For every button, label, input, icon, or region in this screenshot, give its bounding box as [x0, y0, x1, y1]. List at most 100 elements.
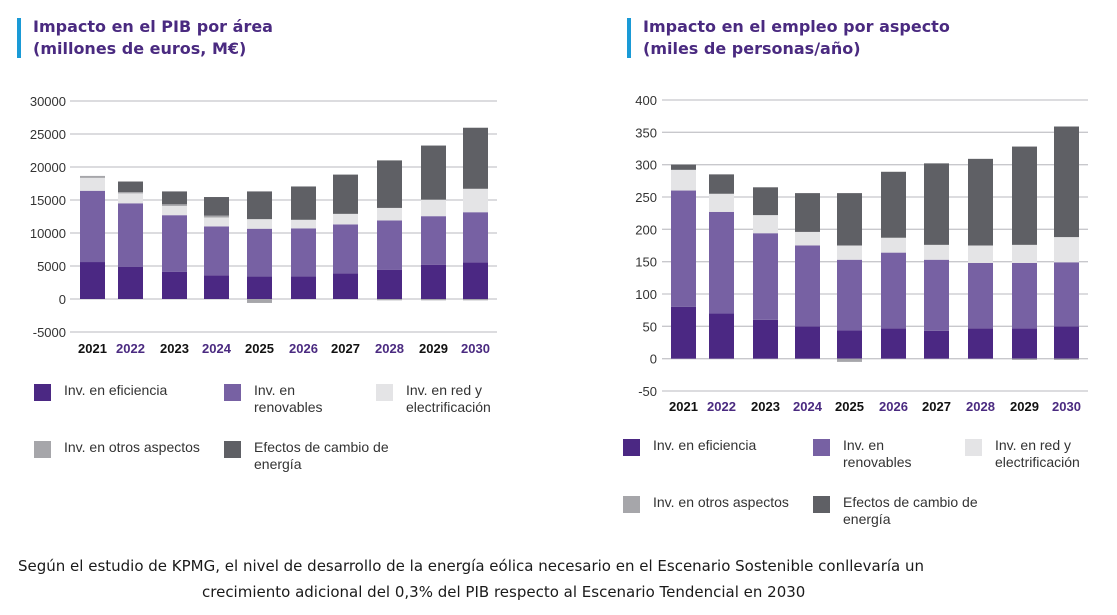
pib-bar-group-2028 [377, 160, 402, 301]
pib-bar-red-2028 [377, 207, 402, 221]
empleo-bar-group-2023 [753, 187, 778, 359]
pib-bar-otros-2021 [80, 175, 105, 178]
empleo-x-tick-label: 2024 [793, 399, 823, 414]
empleo-x-tick-label: 2023 [751, 399, 780, 414]
pib-bar-renovables-2030 [463, 212, 488, 263]
footer-caption-line2: crecimiento adicional del 0,3% del PIB r… [202, 583, 806, 601]
pib-x-tick-label: 2026 [289, 341, 318, 356]
empleo-y-tick-label: 0 [650, 352, 657, 367]
pib-x-tick-label: 2022 [116, 341, 145, 356]
empleo-bar-red-2027 [924, 244, 949, 260]
pib-bar-red-2022 [118, 193, 143, 204]
empleo-bar-renovables-2030 [1054, 262, 1079, 327]
empleo-bar-renovables-2023 [753, 233, 778, 320]
pib-bar-renovables-2027 [333, 224, 358, 274]
pib-y-tick-label: 30000 [30, 94, 66, 109]
empleo-legend-label-eficiencia: Inv. en eficiencia [653, 437, 757, 453]
pib-bar-eficiencia-2027 [333, 273, 358, 299]
pib-legend-label-renovables: Inv. en renovables [254, 382, 323, 415]
empleo-bar-red-2024 [795, 231, 820, 246]
pib-legend-label-efectos: Efectos de cambio de energía [254, 439, 389, 472]
pib-y-tick-label: 5000 [37, 259, 66, 274]
pib-bar-efectos-2023 [162, 191, 187, 205]
pib-bar-eficiencia-2028 [377, 269, 402, 299]
pib-bar-efectos-2030 [463, 127, 488, 189]
empleo-bar-efectos-2028 [968, 158, 993, 246]
empleo-bar-group-2024 [795, 193, 820, 359]
pib-bar-renovables-2026 [291, 228, 316, 277]
empleo-bar-efectos-2024 [795, 193, 820, 232]
empleo-bar-eficiencia-2024 [795, 326, 820, 359]
empleo-bar-red-2029 [1012, 244, 1037, 263]
pib-bar-efectos-2026 [291, 186, 316, 220]
empleo-title-accent-bar [627, 18, 631, 58]
empleo-bar-red-2022 [709, 193, 734, 212]
pib-bar-renovables-2021 [80, 190, 105, 263]
pib-chart-title-line1: Impacto en el PIB por área [33, 17, 273, 36]
empleo-bar-renovables-2027 [924, 259, 949, 331]
empleo-y-tick-label: -50 [638, 384, 657, 399]
pib-bar-group-2024 [204, 197, 229, 299]
pib-bar-red-2030 [463, 188, 488, 213]
empleo-y-tick-label: 250 [635, 190, 657, 205]
empleo-bar-eficiencia-2029 [1012, 328, 1037, 359]
empleo-bar-efectos-2022 [709, 174, 734, 194]
pib-bar-otros-2029 [421, 299, 446, 301]
empleo-bar-group-2026 [881, 171, 906, 359]
empleo-legend-swatch-eficiencia [623, 439, 640, 456]
pib-bar-red-2023 [162, 205, 187, 216]
pib-bar-group-2022 [118, 181, 143, 299]
empleo-bar-renovables-2028 [968, 262, 993, 329]
empleo-bar-renovables-2021 [671, 190, 696, 307]
pib-bar-group-2027 [333, 174, 358, 299]
empleo-y-tick-label: 100 [635, 287, 657, 302]
empleo-bar-eficiencia-2028 [968, 328, 993, 359]
empleo-bar-efectos-2026 [881, 171, 906, 238]
pib-bar-group-2025 [247, 191, 272, 303]
empleo-bar-efectos-2029 [1012, 146, 1037, 245]
pib-y-axis: -5000 0 5000 10000 15000 20000 25000 30000 [30, 94, 66, 340]
empleo-bar-eficiencia-2021 [671, 306, 696, 359]
pib-bar-eficiencia-2029 [421, 264, 446, 299]
empleo-legend-label-renovables: Inv. en renovables [843, 437, 912, 470]
empleo-x-tick-label: 2028 [966, 399, 995, 414]
pib-bar-efectos-2024 [204, 197, 229, 216]
pib-chart-title: Impacto en el PIB por área (millones de … [33, 16, 273, 60]
empleo-x-tick-label: 2030 [1052, 399, 1081, 414]
pib-legend-label-eficiencia: Inv. en eficiencia [64, 382, 168, 398]
pib-bar-otros-2028 [377, 299, 402, 301]
empleo-bars [671, 126, 1079, 362]
empleo-bar-otros-2029 [1012, 358, 1037, 360]
pib-bar-red-2027 [333, 213, 358, 225]
empleo-bar-renovables-2022 [709, 211, 734, 314]
pib-x-tick-label: 2028 [375, 341, 404, 356]
empleo-chart-title: Impacto en el empleo por aspecto (miles … [643, 16, 950, 60]
pib-x-tick-label: 2030 [461, 341, 490, 356]
empleo-y-tick-label: 200 [635, 222, 657, 237]
empleo-x-tick-label: 2025 [835, 399, 864, 414]
pib-x-tick-label: 2027 [331, 341, 360, 356]
pib-bar-renovables-2029 [421, 216, 446, 265]
footer-caption-line1: Según el estudio de KPMG, el nivel de de… [18, 557, 925, 575]
empleo-bar-otros-2025 [837, 358, 862, 362]
empleo-x-tick-label: 2022 [707, 399, 736, 414]
empleo-legend-swatch-otros [623, 496, 640, 513]
pib-y-tick-label: -5000 [33, 325, 66, 340]
pib-bar-efectos-2022 [118, 181, 143, 193]
empleo-bar-red-2021 [671, 169, 696, 191]
empleo-bar-eficiencia-2026 [881, 328, 906, 359]
empleo-bar-efectos-2025 [837, 193, 862, 246]
empleo-bar-efectos-2021 [671, 164, 696, 170]
empleo-legend-label-efectos: Efectos de cambio de energía [843, 494, 978, 527]
empleo-legend-label-red: Inv. en red y electrificación [995, 437, 1080, 470]
pib-bar-eficiencia-2026 [291, 276, 316, 299]
empleo-bar-eficiencia-2025 [837, 330, 862, 359]
empleo-x-tick-label: 2027 [922, 399, 951, 414]
empleo-bar-efectos-2027 [924, 163, 949, 245]
pib-legend-swatch-efectos [224, 441, 241, 458]
empleo-bar-group-2028 [968, 158, 993, 359]
pib-bar-group-2029 [421, 145, 446, 301]
pib-bar-efectos-2028 [377, 160, 402, 208]
empleo-bar-renovables-2029 [1012, 262, 1037, 329]
empleo-y-tick-label: 350 [635, 125, 657, 140]
